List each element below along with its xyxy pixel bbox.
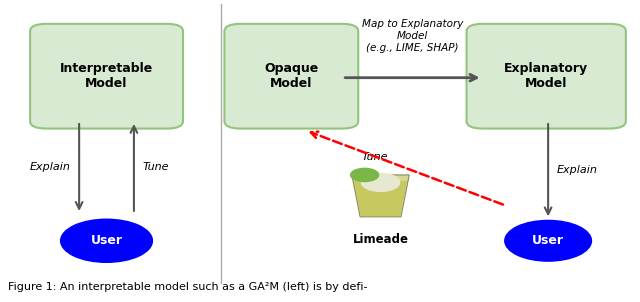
Circle shape [61, 219, 152, 262]
Text: Opaque
Model: Opaque Model [264, 62, 319, 90]
FancyBboxPatch shape [225, 24, 358, 129]
Polygon shape [354, 181, 407, 216]
Text: Figure 1: An interpretable model such as a GA²M (left) is by defi-: Figure 1: An interpretable model such as… [8, 282, 367, 292]
Circle shape [505, 220, 591, 261]
Circle shape [362, 173, 399, 191]
Circle shape [351, 168, 379, 182]
Text: Explain: Explain [556, 165, 597, 175]
FancyBboxPatch shape [467, 24, 626, 129]
Text: User: User [532, 234, 564, 247]
Text: User: User [90, 234, 122, 247]
Text: Limeade: Limeade [353, 233, 408, 246]
Text: Map to Explanatory
Model
(e.g., LIME, SHAP): Map to Explanatory Model (e.g., LIME, SH… [362, 19, 463, 53]
Polygon shape [352, 175, 409, 217]
FancyBboxPatch shape [30, 24, 183, 129]
Text: Tune: Tune [142, 162, 169, 172]
Text: Explain: Explain [30, 162, 71, 172]
Text: Tune: Tune [362, 153, 388, 162]
Text: Explanatory
Model: Explanatory Model [504, 62, 588, 90]
Text: Interpretable
Model: Interpretable Model [60, 62, 153, 90]
